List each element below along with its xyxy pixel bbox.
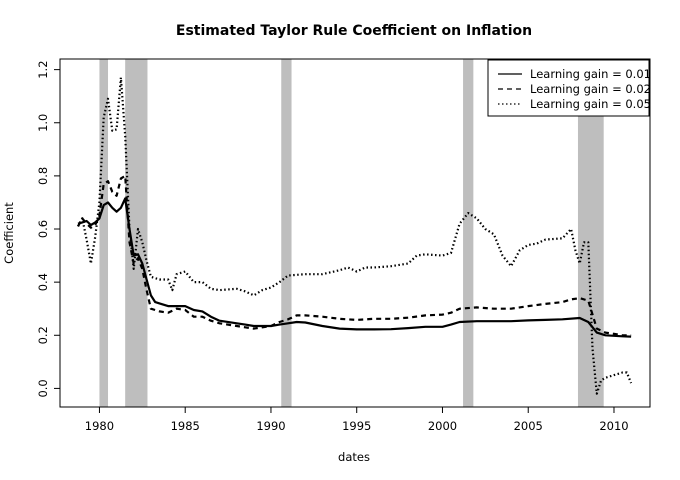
y-tick-label-6: 1.2 bbox=[36, 60, 50, 78]
recession-band-3 bbox=[281, 59, 292, 407]
y-axis-label: Coefficient bbox=[2, 202, 16, 264]
series-line-1 bbox=[77, 197, 632, 338]
x-tick-label-1985: 1985 bbox=[171, 419, 200, 433]
y-tick-label-1: 0.2 bbox=[36, 326, 50, 344]
y-tick-label-4: 0.8 bbox=[36, 167, 50, 185]
x-tick-label-2005: 2005 bbox=[514, 419, 543, 433]
x-tick-label-1990: 1990 bbox=[256, 419, 285, 433]
x-tick-label-1995: 1995 bbox=[342, 419, 371, 433]
series-lines bbox=[77, 76, 633, 395]
x-tick-label-2000: 2000 bbox=[428, 419, 457, 433]
series-line-2 bbox=[77, 174, 632, 337]
chart-title: Estimated Taylor Rule Coefficient on Inf… bbox=[176, 23, 532, 39]
y-axis: 0.0 0.2 0.4 0.6 0.8 1.0 1.2 bbox=[36, 60, 60, 398]
y-tick-label-0: 0.0 bbox=[36, 379, 50, 397]
x-tick-label-2010: 2010 bbox=[599, 419, 628, 433]
x-axis: 1980 1985 1990 1995 2000 2005 2010 bbox=[85, 407, 629, 433]
recession-bands bbox=[99, 59, 604, 407]
recession-band-4 bbox=[463, 59, 474, 407]
x-axis-label: dates bbox=[338, 450, 370, 464]
recession-band-2 bbox=[125, 59, 148, 407]
y-tick-label-5: 1.0 bbox=[36, 114, 50, 132]
y-tick-label-3: 0.6 bbox=[36, 220, 50, 238]
y-tick-label-2: 0.4 bbox=[36, 273, 50, 291]
recession-band-1 bbox=[99, 59, 109, 407]
x-tick-label-1980: 1980 bbox=[85, 419, 114, 433]
legend-box bbox=[487, 59, 650, 117]
legend-label-3: Learning gain = 0.05 bbox=[530, 97, 651, 111]
legend-label-2: Learning gain = 0.02 bbox=[530, 82, 651, 96]
recession-band-5 bbox=[577, 59, 604, 407]
plot-frame bbox=[59, 58, 651, 408]
legend-label-1: Learning gain = 0.01 bbox=[530, 67, 651, 81]
